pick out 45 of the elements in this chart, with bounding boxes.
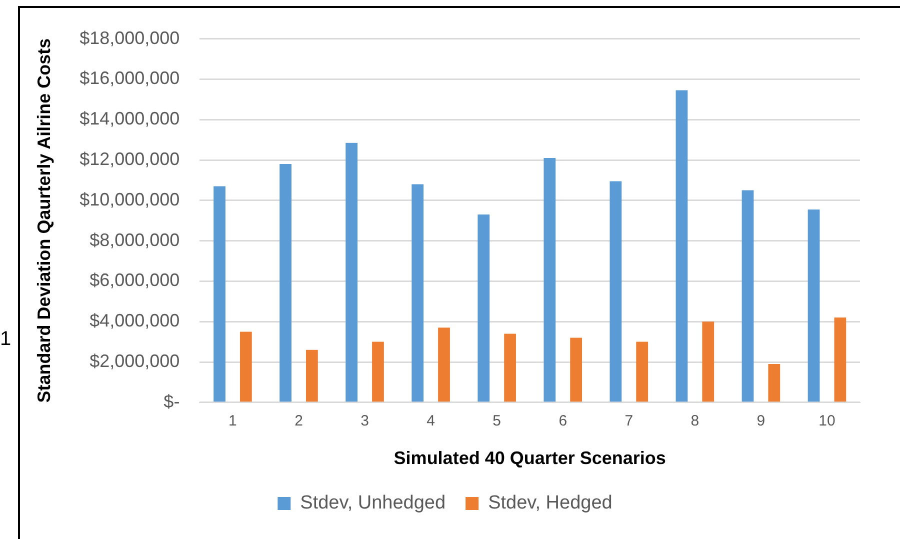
y-tick-label: $8,000,000: [90, 230, 180, 250]
bar: [346, 142, 358, 402]
bar: [808, 209, 820, 402]
x-tick-label: 3: [360, 412, 369, 430]
y-tick-label: $2,000,000: [90, 350, 180, 371]
bar: [438, 328, 450, 402]
x-tick-label: 2: [294, 412, 303, 430]
bar: [306, 350, 318, 402]
bar: [570, 338, 582, 402]
y-tick-label: $12,000,000: [80, 148, 180, 169]
x-tick-label: 5: [492, 412, 502, 430]
bar: [240, 332, 252, 402]
x-tick-label: 1: [228, 412, 237, 430]
bar: [610, 181, 622, 402]
y-tick-label: $4,000,000: [90, 310, 180, 331]
bar: [636, 342, 648, 402]
bar: [544, 158, 556, 402]
bar: [372, 342, 384, 402]
x-tick-label: 6: [558, 412, 568, 430]
bar: [834, 318, 846, 402]
x-axis-title: Simulated 40 Quarter Scenarios: [394, 448, 666, 468]
bar: [412, 184, 424, 402]
bar: [504, 334, 516, 402]
x-tick-label: 9: [756, 412, 766, 430]
bar: [768, 364, 780, 402]
bar: [702, 322, 714, 402]
legend-label: Stdev, Unhedged: [300, 492, 446, 514]
y-tick-label: $-: [164, 391, 180, 412]
x-tick-label: 4: [426, 412, 435, 430]
y-tick-label: $10,000,000: [80, 189, 180, 210]
bar: [214, 186, 226, 402]
text: 1: [0, 328, 12, 351]
bar: [280, 164, 292, 402]
y-tick-label: $6,000,000: [90, 270, 180, 290]
x-tick-label: 10: [818, 412, 836, 430]
x-tick-label: 7: [624, 412, 634, 430]
bar: [478, 214, 490, 402]
y-tick-label: $18,000,000: [80, 28, 180, 48]
x-tick-label: 8: [690, 412, 700, 430]
y-tick-label: $16,000,000: [80, 68, 180, 88]
bar: [742, 190, 754, 402]
y-tick-label: $14,000,000: [80, 108, 180, 129]
legend-label: Stdev, Hedged: [488, 492, 612, 514]
bar: [676, 90, 688, 402]
y-axis-title: Standard Deviation Qaurterly Ailrine Costs: [34, 38, 54, 403]
